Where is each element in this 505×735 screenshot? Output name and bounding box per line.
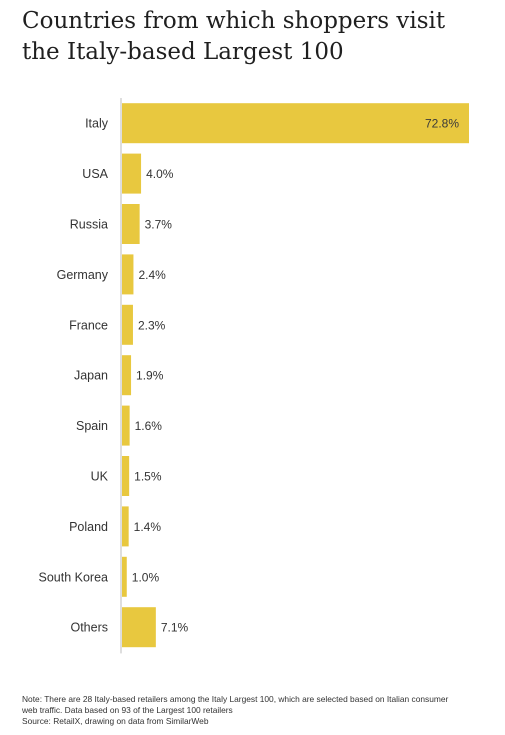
category-label-japan: Japan	[74, 369, 108, 383]
bar-chart: Italy 72.8% USA 4.0% Russia 3.7% Germany 2.4% Fr…	[39, 98, 469, 654]
chart-title: Countries from which shoppers visit the …	[22, 6, 492, 68]
value-label-russia: 3.7%	[145, 218, 173, 232]
bar-spain	[122, 405, 130, 446]
category-label-others: Others	[70, 621, 108, 635]
note-line-2: web traffic. Data based on 93 of the Lar…	[22, 705, 233, 715]
chart-title-line-1: Countries from which shoppers visit	[22, 8, 446, 34]
category-label-poland: Poland	[69, 520, 108, 534]
bar-poland	[122, 506, 129, 547]
chart-title-line-2: the Italy-based Largest 100	[22, 39, 344, 65]
category-label-germany: Germany	[57, 268, 109, 282]
category-label-italy: Italy	[85, 117, 109, 131]
note-line-1: Note: There are 28 Italy-based retailers…	[22, 694, 449, 704]
value-label-uk: 1.5%	[134, 470, 162, 484]
value-label-japan: 1.9%	[136, 369, 164, 383]
value-label-germany: 2.4%	[138, 268, 166, 282]
value-label-spain: 1.6%	[135, 419, 163, 433]
value-label-italy: 72.8%	[425, 117, 459, 131]
source-line: Source: RetailX, drawing on data from Si…	[22, 716, 209, 726]
value-label-usa: 4.0%	[146, 167, 174, 181]
bar-russia	[122, 204, 140, 244]
bar-germany	[122, 254, 134, 295]
bar-usa	[122, 153, 142, 194]
category-label-spain: Spain	[76, 419, 108, 433]
bar-others	[122, 607, 156, 648]
category-label-france: France	[69, 318, 108, 332]
category-label-usa: USA	[82, 167, 108, 181]
category-label-south-korea: South Korea	[39, 570, 109, 584]
bar-italy	[122, 103, 469, 144]
category-label-uk: UK	[91, 470, 109, 484]
value-label-poland: 1.4%	[134, 520, 162, 534]
value-label-south-korea: 1.0%	[132, 570, 160, 584]
value-label-others: 7.1%	[161, 621, 189, 635]
bar-uk	[122, 456, 130, 496]
category-label-russia: Russia	[70, 218, 108, 232]
value-label-france: 2.3%	[138, 318, 166, 332]
bar-south-korea	[122, 556, 127, 597]
bar-japan	[122, 355, 132, 396]
bar-france	[122, 304, 133, 345]
chart-notes: Note: There are 28 Italy-based retailers…	[22, 694, 492, 727]
